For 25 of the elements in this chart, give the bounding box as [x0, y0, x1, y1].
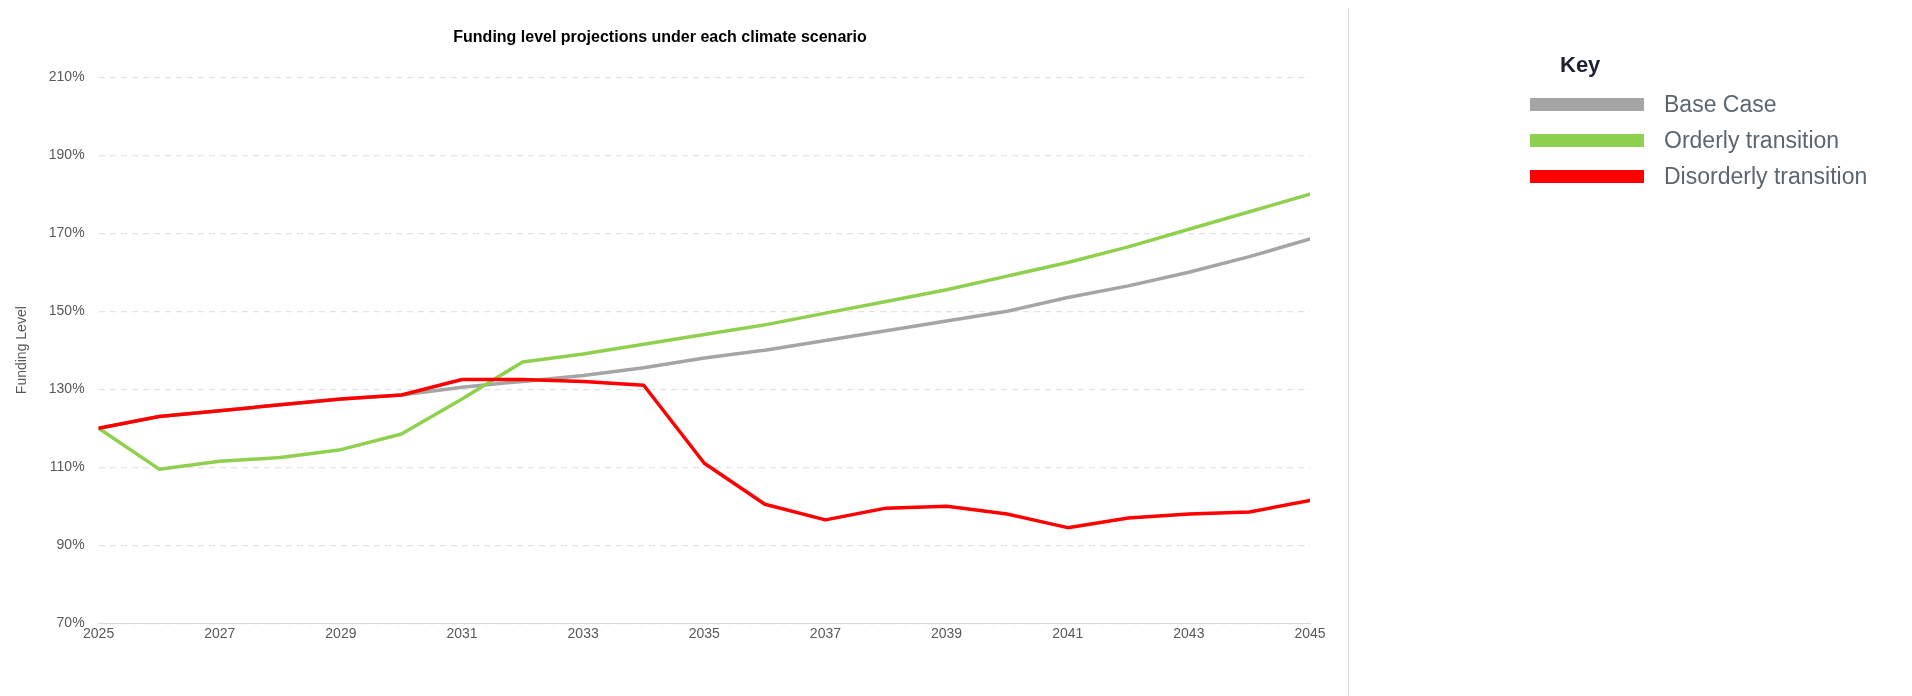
x-tick-label: 2043: [1173, 625, 1205, 642]
y-tick-label: 110%: [49, 458, 85, 475]
x-tick-label: 2039: [931, 625, 963, 642]
y-tick-label: 150%: [48, 302, 85, 319]
x-tick-label: 2029: [325, 625, 357, 642]
x-tick-label: 2035: [688, 625, 721, 642]
legend-label: Orderly transition: [1664, 126, 1840, 154]
legend-label: Base Case: [1664, 90, 1777, 118]
x-tick-label: 2027: [204, 625, 236, 642]
y-tick-label: 130%: [48, 380, 85, 397]
legend-title: Key: [1560, 52, 1602, 78]
y-tick-label: 190%: [48, 146, 85, 163]
y-tick-label: 90%: [56, 536, 85, 553]
y-tick-label: 210%: [48, 68, 85, 85]
x-tick-label: 2041: [1052, 625, 1084, 642]
x-tick-label: 2037: [809, 625, 842, 642]
y-tick-label: 70%: [56, 614, 85, 631]
y-axis-title: Funding Level: [13, 306, 30, 395]
x-tick-label: 2045: [1294, 625, 1326, 642]
y-tick-label: 170%: [48, 224, 85, 241]
x-tick-label: 2033: [567, 625, 599, 642]
legend-label: Disorderly transition: [1664, 162, 1868, 190]
x-tick-label: 2025: [83, 625, 115, 642]
chart-title: Funding level projections under each climate scenario: [453, 28, 867, 46]
x-tick-label: 2031: [446, 625, 478, 642]
